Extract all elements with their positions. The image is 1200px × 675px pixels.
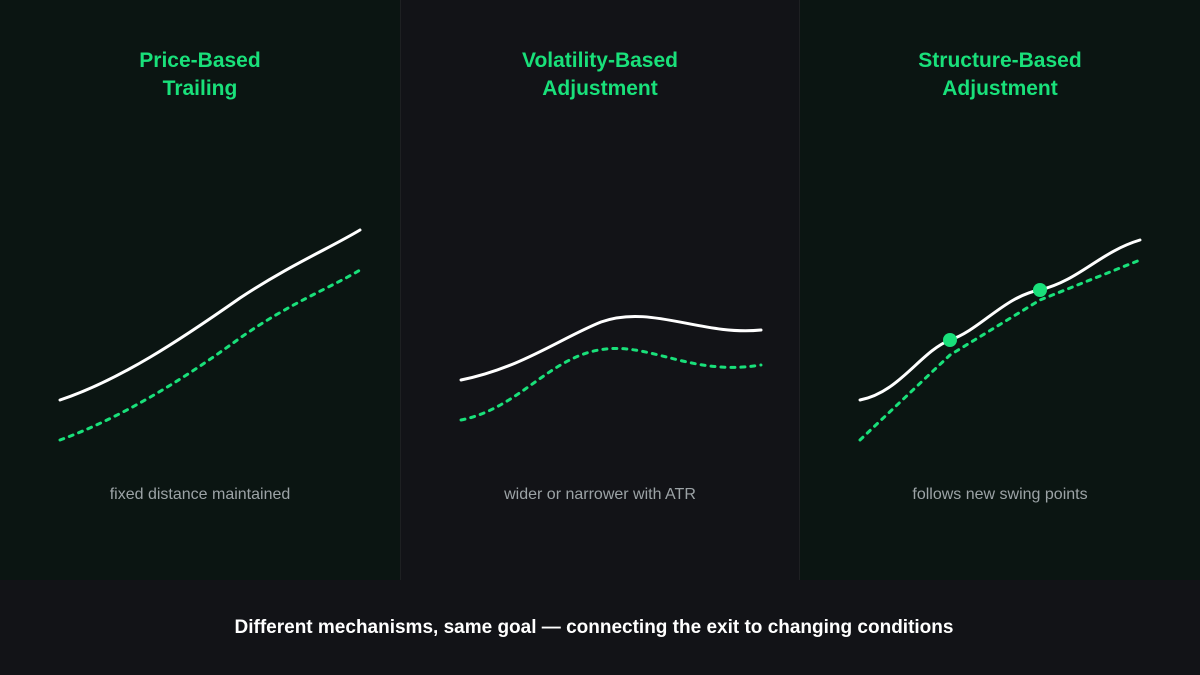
panel-illustration: [858, 238, 1142, 442]
footer-bar: Different mechanisms, same goal — connec…: [0, 580, 1200, 675]
panel-title-line1: Structure-Based: [918, 49, 1082, 72]
footer-text: Different mechanisms, same goal — connec…: [234, 616, 954, 638]
panel-title-line1: Price-Based: [139, 49, 261, 72]
price-line: [459, 314, 763, 382]
trailing-stop-line: [58, 268, 362, 442]
swing-point-marker: [943, 333, 957, 347]
panel-title: Volatility-Based Adjustment: [401, 47, 799, 103]
panel-title-line2: Adjustment: [542, 77, 658, 100]
panel-caption: follows new swing points: [912, 486, 1088, 503]
panel-title-line1: Volatility-Based: [522, 49, 678, 72]
panel-title: Structure-Based Adjustment: [800, 47, 1200, 103]
panel-illustration: [58, 228, 362, 442]
trailing-stop-line: [459, 346, 763, 422]
price-line: [858, 238, 1142, 402]
panel-caption: fixed distance maintained: [109, 486, 291, 503]
panel-title-line2: Adjustment: [942, 77, 1058, 100]
panel-volatility-based: Volatility-Based Adjustment wider or nar…: [400, 0, 800, 580]
panels-row: Price-Based Trailing fixed distance main…: [0, 0, 1200, 580]
panel-illustration: [459, 314, 763, 422]
swing-point-marker: [1033, 283, 1047, 297]
panel-price-based: Price-Based Trailing fixed distance main…: [0, 0, 400, 580]
panel-title: Price-Based Trailing: [0, 47, 400, 103]
panel-structure-based: Structure-Based Adjustment follows new s…: [800, 0, 1200, 580]
panel-caption: wider or narrower with ATR: [504, 486, 696, 503]
panel-title-line2: Trailing: [162, 77, 238, 100]
trailing-stop-line: [858, 258, 1142, 442]
price-line: [58, 228, 362, 402]
